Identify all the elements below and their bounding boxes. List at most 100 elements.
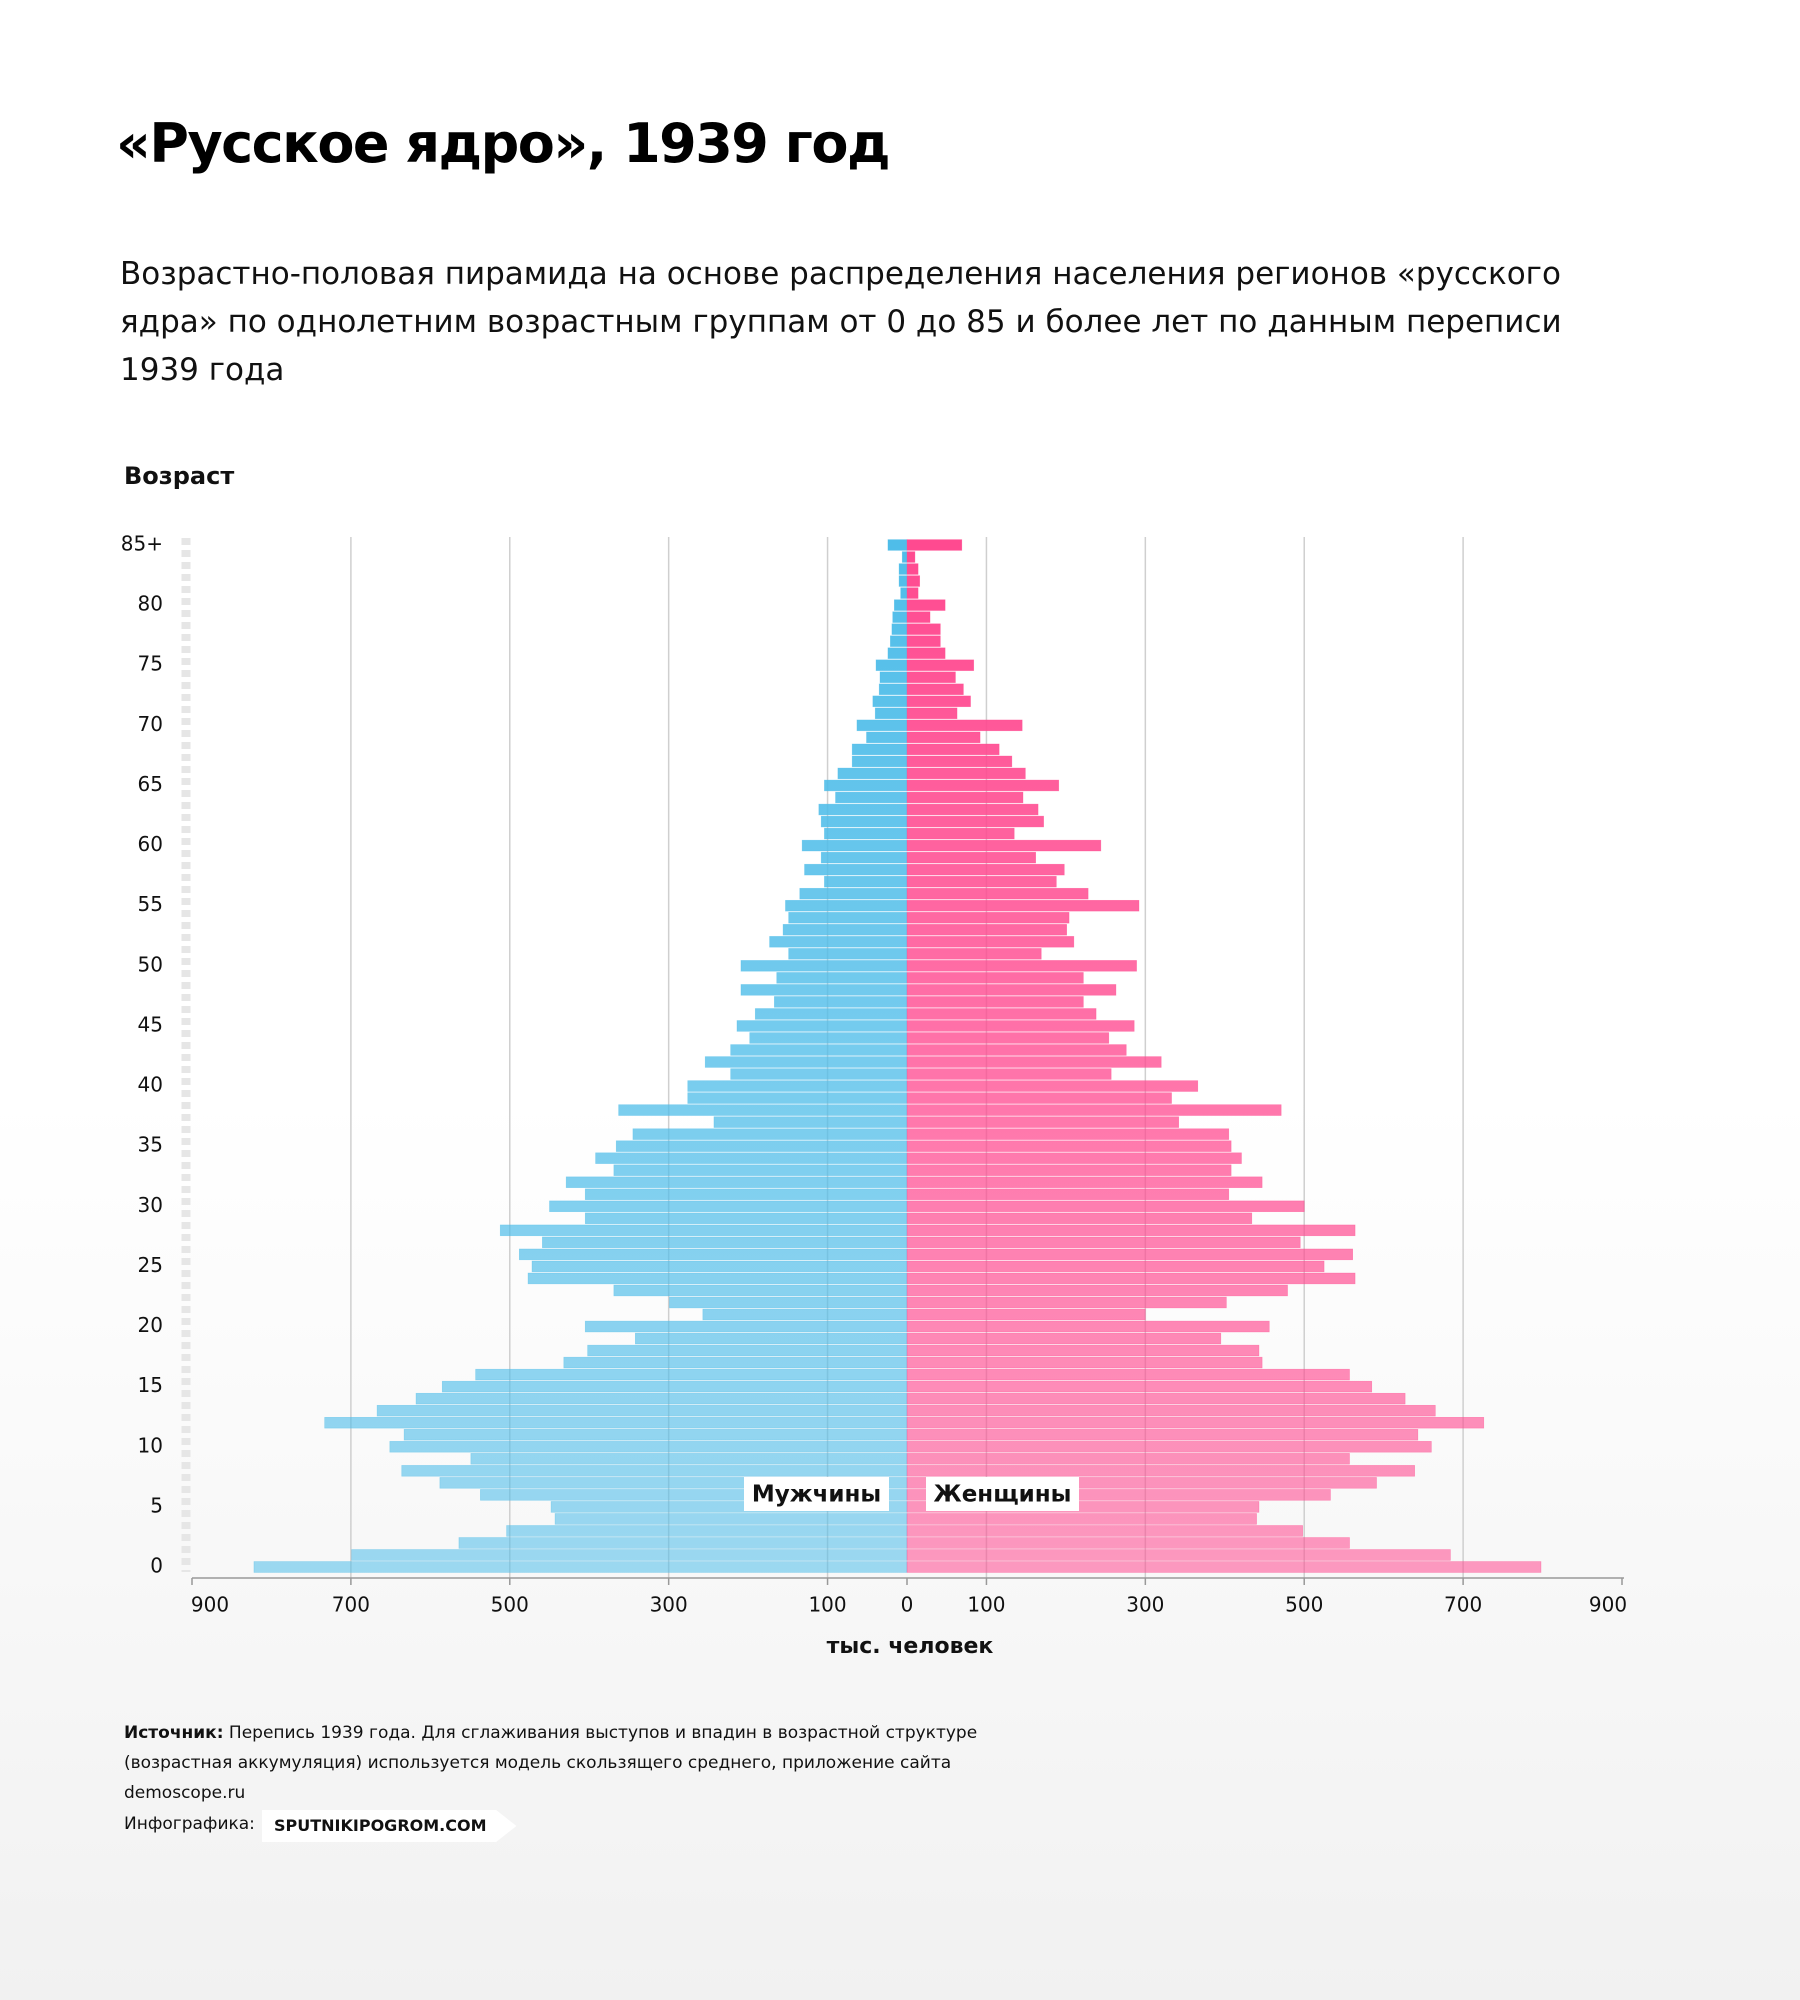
bar (749, 1032, 908, 1044)
chart: Возраст тыс. человек 900 700 500 300 100 0 100… (121, 462, 1627, 1659)
bar (376, 1404, 908, 1417)
bar (906, 1513, 1257, 1525)
bar (906, 1308, 1146, 1321)
bar (615, 1140, 908, 1152)
bar (906, 1056, 1162, 1068)
bar (906, 1525, 1303, 1537)
bar (549, 1200, 908, 1213)
bar (906, 1104, 1282, 1116)
bar (906, 1200, 1305, 1213)
bar (820, 851, 908, 864)
bar (851, 743, 908, 756)
bar (730, 1068, 908, 1080)
bar (906, 1128, 1230, 1140)
bar (906, 719, 1023, 732)
bar (906, 551, 916, 563)
bar (563, 1356, 908, 1369)
bar (458, 1537, 908, 1549)
bar (774, 996, 908, 1008)
bar (906, 671, 956, 683)
bar (906, 912, 1070, 924)
bar (891, 623, 908, 635)
bar (878, 683, 908, 695)
bar (587, 1344, 908, 1357)
bar (389, 1441, 908, 1453)
bar (782, 924, 908, 936)
y-tick-label: 85+ (121, 532, 163, 556)
bar (906, 875, 1057, 888)
bar (584, 1212, 908, 1225)
bar (906, 743, 1000, 756)
y-tick-label: 50 (138, 952, 163, 976)
bar (837, 767, 908, 780)
bar (906, 755, 1013, 768)
bar (906, 1380, 1373, 1393)
bar (788, 948, 908, 960)
bar (874, 707, 908, 720)
bar (415, 1392, 908, 1405)
x-tick-label: 900 (1589, 1593, 1627, 1617)
bar (906, 707, 958, 720)
bar (887, 539, 908, 551)
bar (906, 972, 1084, 984)
bar (799, 887, 908, 900)
y-tick-label: 20 (138, 1313, 163, 1337)
bar (872, 695, 908, 708)
legend-label: Мужчины (752, 1482, 881, 1508)
bar (906, 1465, 1415, 1477)
bar (900, 587, 908, 599)
bar (906, 1368, 1350, 1381)
bar (740, 960, 908, 972)
x-tick-label: 300 (1126, 1593, 1164, 1617)
bar (824, 779, 908, 792)
bar (820, 815, 908, 828)
bar (531, 1260, 908, 1273)
bar (906, 1140, 1232, 1152)
bar (906, 1116, 1180, 1128)
y-tick-label: 10 (138, 1433, 163, 1457)
bar (906, 1392, 1406, 1405)
bar (403, 1429, 908, 1441)
bar (906, 623, 941, 635)
bar (702, 1308, 908, 1321)
bar (804, 863, 908, 876)
bar (906, 1272, 1356, 1285)
bar (351, 1549, 908, 1561)
y-tick-label: 55 (138, 892, 163, 916)
bar (704, 1056, 908, 1068)
bar (906, 695, 971, 708)
x-tick-label: 500 (491, 1593, 529, 1617)
bar (253, 1561, 908, 1573)
source: Источник: Перепись 1939 года. Для сглажи… (124, 1718, 1054, 1808)
x-tick-label: 700 (332, 1593, 370, 1617)
bar (801, 839, 908, 852)
bar (324, 1417, 908, 1429)
bar (906, 996, 1084, 1008)
bar (901, 551, 908, 563)
x-tick-label: 100 (967, 1593, 1005, 1617)
bar (906, 1296, 1227, 1309)
bar (906, 1044, 1127, 1056)
bar (818, 803, 908, 816)
y-tick-label: 75 (138, 652, 163, 676)
bar (906, 791, 1024, 804)
bar (595, 1152, 908, 1164)
bar (906, 887, 1089, 900)
bar (906, 1429, 1419, 1441)
bar (906, 1344, 1260, 1357)
bar (470, 1453, 908, 1465)
bar (879, 671, 908, 683)
bar (906, 635, 941, 647)
bar (527, 1272, 908, 1285)
bar (906, 563, 919, 575)
bar (893, 599, 908, 611)
bar (906, 1320, 1270, 1333)
bar (906, 1537, 1350, 1549)
bar (887, 647, 908, 659)
y-tick-label: 15 (138, 1373, 163, 1397)
bar (906, 984, 1117, 996)
bar (906, 815, 1044, 828)
bar (906, 1188, 1230, 1200)
bar (906, 1092, 1172, 1104)
bar (906, 851, 1036, 864)
